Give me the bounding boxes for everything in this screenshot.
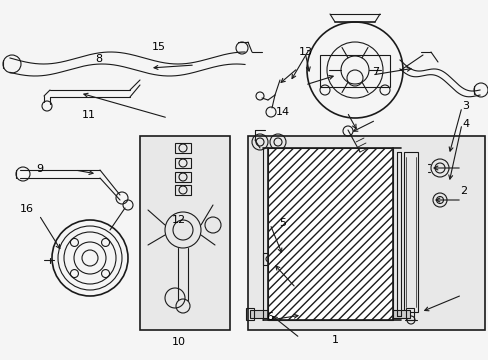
Text: 5: 5: [278, 218, 285, 228]
Text: 7: 7: [371, 67, 378, 77]
Text: 11: 11: [82, 110, 96, 120]
Bar: [245, 308, 253, 320]
Bar: [247, 136, 484, 330]
Text: 10: 10: [171, 337, 185, 347]
Text: 4: 4: [461, 119, 468, 129]
Text: 9: 9: [37, 164, 44, 174]
Text: 1: 1: [331, 335, 338, 345]
Bar: [267, 148, 392, 320]
Text: 16: 16: [20, 204, 34, 214]
Bar: [175, 158, 191, 168]
Text: 12: 12: [171, 215, 185, 225]
Text: 15: 15: [151, 42, 165, 52]
Text: 2: 2: [459, 186, 466, 196]
Text: 14: 14: [276, 107, 290, 117]
Bar: [249, 310, 409, 318]
Bar: [175, 143, 191, 153]
Bar: [175, 172, 191, 182]
Text: 6: 6: [266, 312, 273, 322]
Bar: [263, 253, 276, 265]
Bar: [319, 55, 389, 87]
Text: 13: 13: [299, 47, 313, 57]
Text: 3: 3: [461, 101, 468, 111]
Bar: [140, 136, 229, 330]
Bar: [405, 308, 413, 320]
Bar: [175, 185, 191, 195]
Text: 8: 8: [95, 54, 102, 64]
Bar: [403, 152, 417, 312]
